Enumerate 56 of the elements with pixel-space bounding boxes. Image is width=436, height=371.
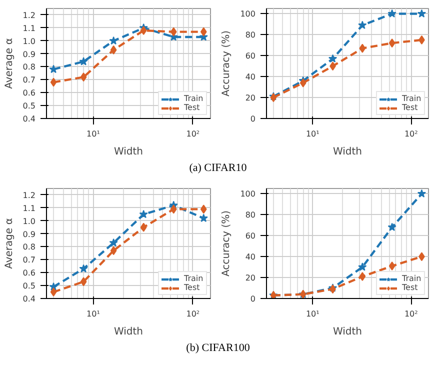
x-axis-title: Width xyxy=(114,326,144,338)
y-tick-label: 1.0 xyxy=(22,36,36,46)
y-tick-label: 0.6 xyxy=(22,88,36,98)
x-tick-label: 10¹ xyxy=(86,310,100,318)
x-axis-title: Width xyxy=(332,146,362,158)
y-tick-label: 0.4 xyxy=(22,114,36,124)
y-tick-label: 0.7 xyxy=(22,76,36,85)
legend-label: Test xyxy=(184,283,201,292)
y-tick-label: 60 xyxy=(245,52,256,61)
x-axis-title: Width xyxy=(114,146,144,158)
y-tick-label: 20 xyxy=(245,274,256,283)
x-tick-label: 10² xyxy=(404,130,418,138)
legend-label: Train xyxy=(184,94,204,103)
y-tick-label: 1.0 xyxy=(22,216,36,226)
y-tick-label: 0.8 xyxy=(22,242,36,252)
y-tick-label: 0.4 xyxy=(22,294,36,304)
legend-label: Train xyxy=(184,274,204,283)
y-axis-title: Accuracy (%) xyxy=(221,30,232,97)
y-tick-label: 100 xyxy=(240,10,256,19)
legend-label: Test xyxy=(402,103,419,112)
y-tick-label: 0.6 xyxy=(22,268,36,278)
x-tick-label: 10¹ xyxy=(306,130,320,138)
y-tick-label: 40 xyxy=(245,252,256,262)
y-tick-label: 0.7 xyxy=(22,256,36,265)
legend-label: Test xyxy=(402,283,419,292)
legend-label: Train xyxy=(402,94,422,103)
text: (b) CIFAR100 xyxy=(186,341,250,356)
y-tick-label: 0.5 xyxy=(22,102,36,111)
y-tick-label: 80 xyxy=(245,30,256,40)
y-tick-label: 60 xyxy=(245,232,256,241)
y-tick-label: 0 xyxy=(250,114,256,124)
y-axis-title: Average α xyxy=(4,218,15,269)
y-tick-label: 1.1 xyxy=(22,24,36,33)
y-tick-label: 1.2 xyxy=(22,190,36,200)
x-tick-label: 10² xyxy=(186,310,200,318)
y-tick-label: 0.8 xyxy=(22,62,36,72)
y-tick-label: 80 xyxy=(245,210,256,220)
x-tick-label: 10¹ xyxy=(86,130,100,138)
y-tick-label: 0.9 xyxy=(22,230,36,239)
x-tick-label: 10² xyxy=(186,130,200,138)
x-axis-title: Width xyxy=(332,326,362,338)
legend-label: Train xyxy=(402,274,422,283)
x-tick-label: 10² xyxy=(404,310,418,318)
y-tick-label: 1.1 xyxy=(22,204,36,213)
y-tick-label: 100 xyxy=(240,190,256,199)
legend-label: Test xyxy=(184,103,201,112)
text: (a) CIFAR10 xyxy=(189,161,247,176)
y-tick-label: 1.2 xyxy=(22,10,36,20)
y-tick-label: 0.5 xyxy=(22,282,36,291)
y-tick-label: 40 xyxy=(245,72,256,82)
y-tick-label: 0.9 xyxy=(22,50,36,59)
x-tick-label: 10¹ xyxy=(306,310,320,318)
y-tick-label: 0 xyxy=(250,294,256,304)
y-tick-label: 20 xyxy=(245,94,256,103)
y-axis-title: Accuracy (%) xyxy=(221,210,232,277)
y-axis-title: Average α xyxy=(4,38,15,89)
